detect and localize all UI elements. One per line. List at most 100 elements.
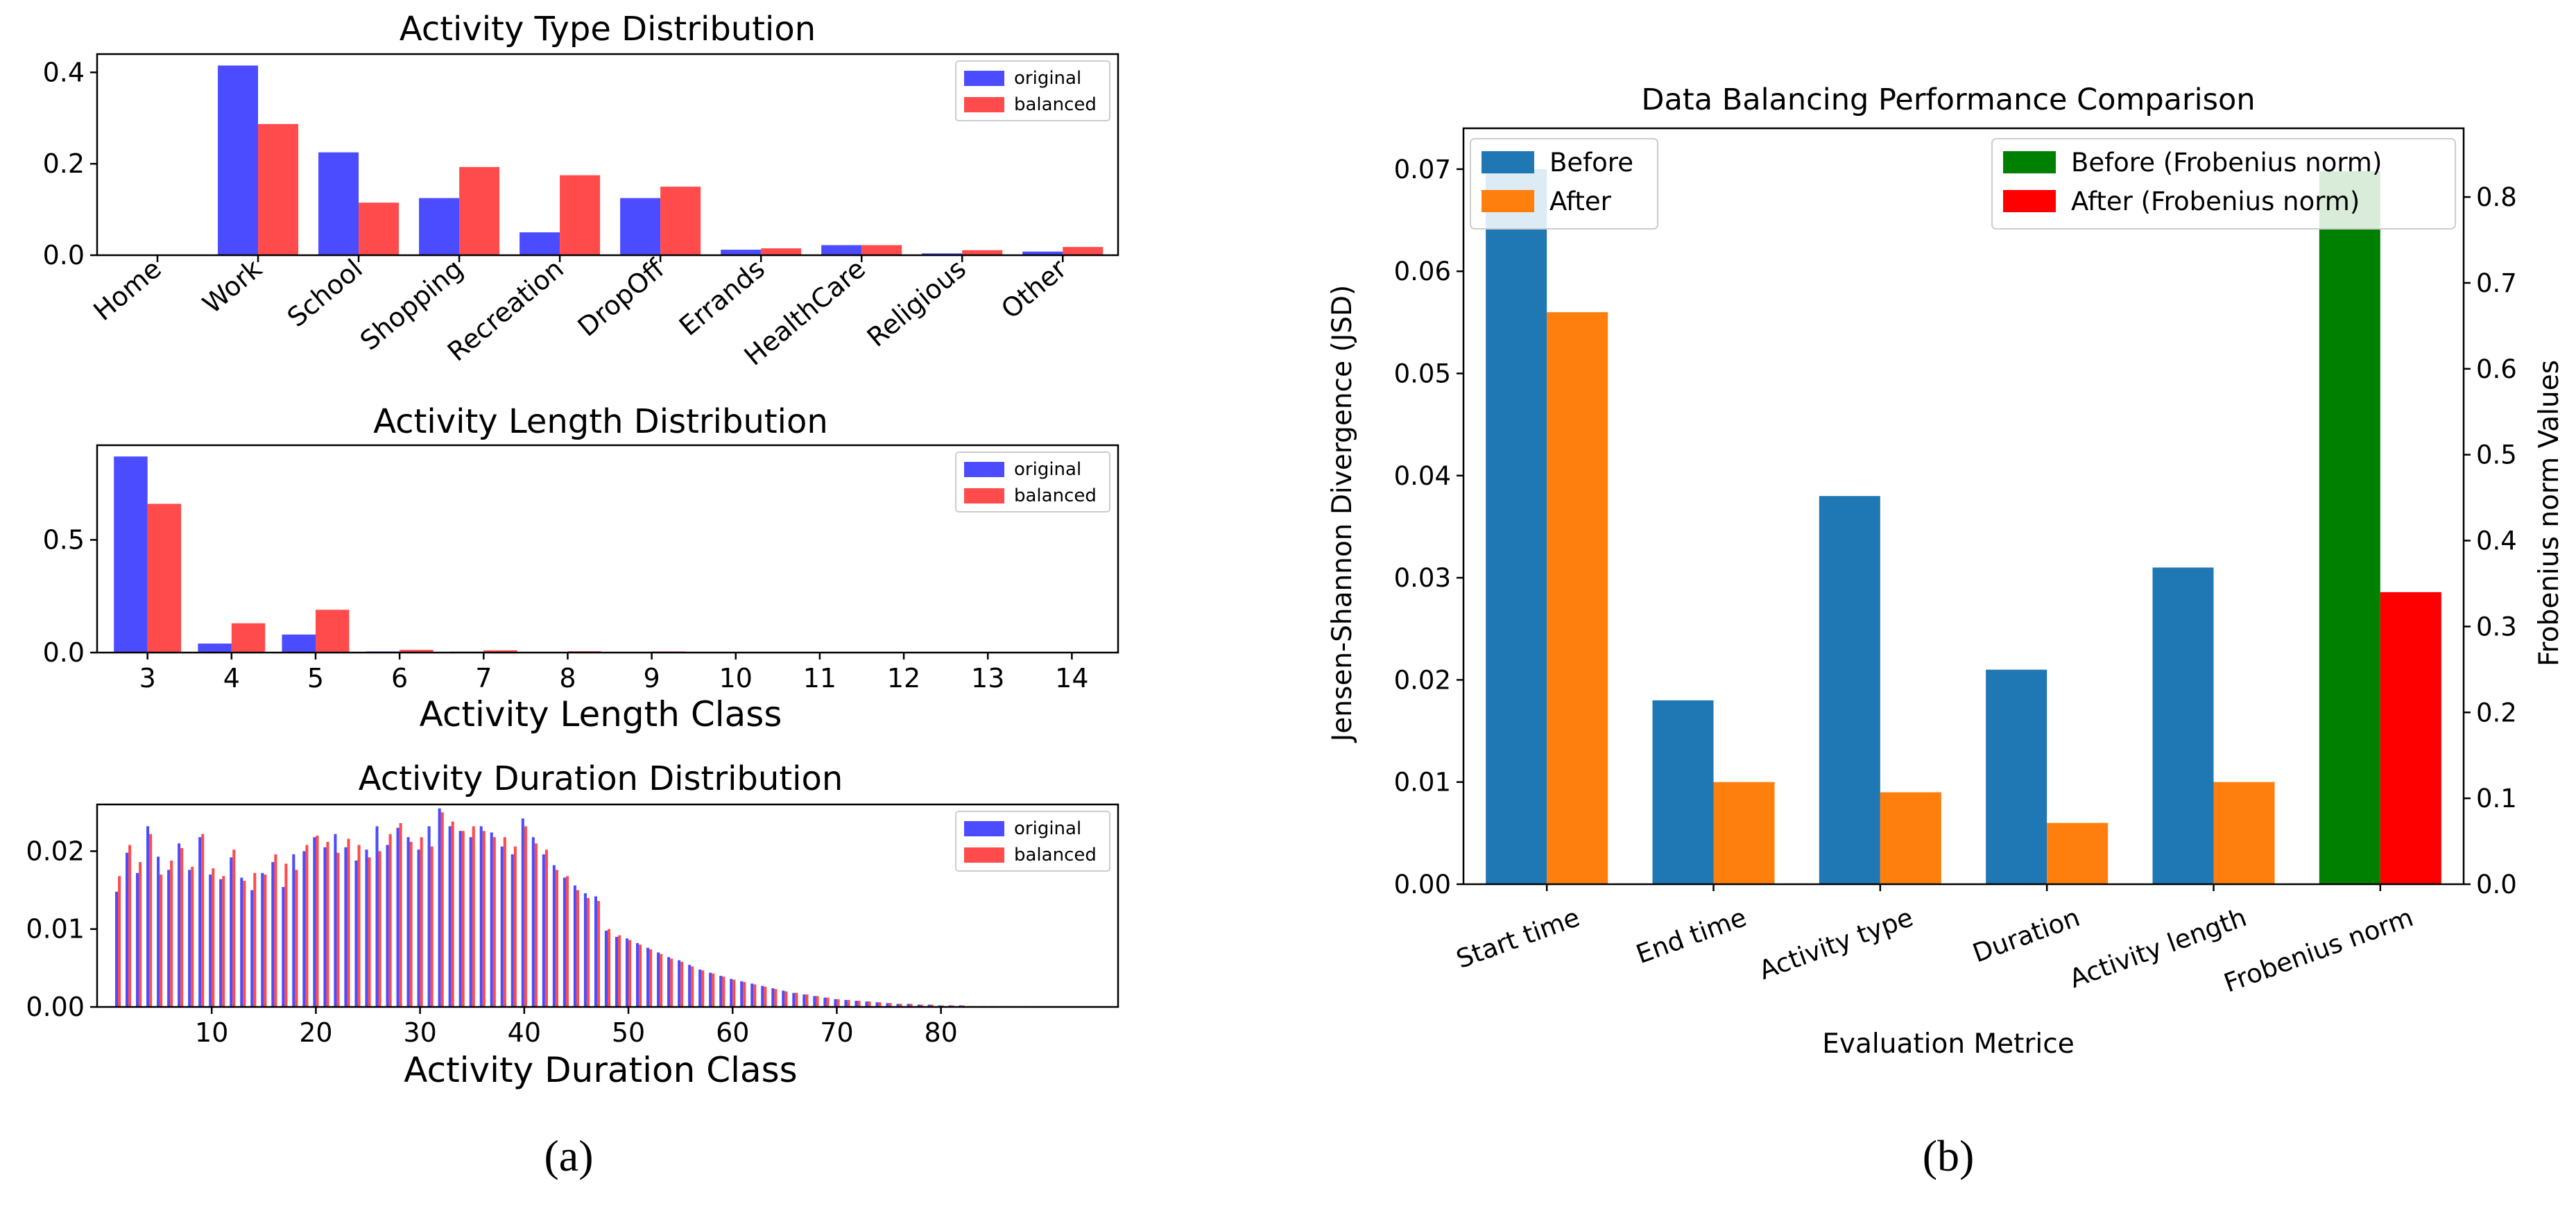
bar-original (896, 1003, 900, 1007)
bar-original (136, 872, 139, 1007)
bar-original (552, 865, 556, 1007)
y2-tick-label: 0.5 (2476, 440, 2517, 470)
bar-original (625, 938, 629, 1007)
bar-balanced (201, 834, 205, 1007)
bar-original (855, 1001, 858, 1007)
bar-original (479, 826, 483, 1007)
bar-original (583, 893, 587, 1007)
bar-balanced (784, 991, 788, 1007)
bar-original (875, 1002, 879, 1007)
bar-original (542, 854, 545, 1007)
x-tick-label: 60 (716, 1017, 749, 1048)
bar-original (563, 877, 566, 1007)
bar-original (209, 874, 212, 1007)
bar-balanced (191, 866, 194, 1007)
legend-swatch (964, 462, 1004, 477)
bar-original (821, 245, 862, 255)
balancing-y2label: Frobenius norm Values (2534, 360, 2565, 666)
bar-balanced (149, 834, 153, 1007)
bar-balanced (128, 845, 132, 1007)
y-tick-label: 0.03 (1394, 563, 1451, 593)
bar-original (427, 826, 431, 1007)
bar-original (219, 879, 223, 1007)
bar-balanced (284, 863, 288, 1007)
bar-balanced (231, 623, 266, 653)
y-tick-label: 0.05 (1394, 359, 1451, 389)
bar-before (1486, 169, 1547, 884)
bar-balanced (212, 868, 215, 1007)
y2-tick-label: 0.3 (2476, 612, 2517, 641)
bar-balanced (378, 851, 381, 1007)
bar-original (318, 152, 359, 255)
bar-balanced (253, 872, 257, 1007)
bar-balanced (451, 821, 454, 1007)
bar-balanced (861, 245, 902, 255)
legend-label: original (1014, 459, 1081, 480)
bar-balanced (430, 846, 433, 1007)
y-tick-label: 0.2 (43, 148, 85, 179)
bar-original (604, 930, 608, 1007)
bar-original (823, 997, 827, 1007)
bar-balanced (222, 876, 225, 1007)
bar-original (167, 870, 171, 1007)
bar-after (2213, 782, 2275, 884)
bar-original (834, 999, 837, 1007)
legend-swatch (964, 488, 1004, 503)
bar-original (719, 976, 723, 1007)
bar-original (802, 994, 806, 1007)
bar-balanced (930, 1004, 934, 1007)
bar-original (865, 1001, 868, 1007)
bar-original (438, 808, 441, 1007)
bar-balanced (359, 203, 400, 255)
bar-before (1819, 496, 1880, 884)
y-tick-label: 0.00 (26, 992, 85, 1022)
legend-label: balanced (1014, 485, 1097, 506)
bar-balanced (420, 837, 423, 1007)
y2-tick-label: 0.8 (2476, 182, 2517, 212)
bar-balanced (400, 650, 433, 653)
y2-tick-label: 0.0 (2476, 870, 2517, 899)
bar-balanced (680, 961, 684, 1007)
bar-balanced (608, 929, 611, 1007)
bar-original (198, 644, 232, 653)
x-tick-label: 50 (612, 1017, 645, 1048)
bar-original (750, 983, 754, 1007)
bar-balanced (399, 822, 402, 1007)
x-tick-label: 8 (559, 663, 576, 693)
legend-swatch (964, 71, 1004, 86)
bar-balanced (774, 989, 778, 1007)
bar-original (761, 985, 764, 1007)
legend-label: After (1549, 187, 1612, 216)
bar-original (375, 826, 379, 1007)
bar-original (678, 960, 681, 1007)
bar-balanced (316, 835, 319, 1007)
y-tick-label: 0.02 (1394, 665, 1451, 695)
x-tick-label: 14 (1055, 663, 1088, 693)
bar-balanced (170, 860, 173, 1007)
bar-balanced (628, 940, 632, 1007)
bar-balanced (691, 966, 694, 1007)
bar-original (396, 827, 400, 1007)
bar-balanced (274, 854, 277, 1007)
bar-after (1880, 792, 1941, 884)
bar-original (386, 845, 389, 1007)
x-tick-label: 3 (139, 663, 156, 693)
x-tick-label: 13 (971, 663, 1004, 693)
bar-balanced (472, 826, 475, 1007)
bar-original (282, 635, 316, 653)
y-tick-label: 0.0 (43, 240, 85, 270)
activity-duration-xlabel: Activity Duration Class (404, 1050, 797, 1090)
bar-original (490, 832, 493, 1007)
bar-balanced (761, 248, 802, 255)
legend-label: After (Frobenius norm) (2071, 187, 2360, 216)
bar-balanced (560, 175, 601, 255)
bar-original (344, 847, 347, 1007)
y-tick-label: 0.04 (1394, 461, 1451, 491)
bar-balanced (243, 881, 246, 1007)
bar-original (240, 877, 243, 1007)
y-tick-label: 0.02 (26, 836, 85, 866)
bar-original (365, 850, 368, 1007)
bar-balanced (409, 841, 413, 1007)
bar-balanced (264, 874, 267, 1007)
